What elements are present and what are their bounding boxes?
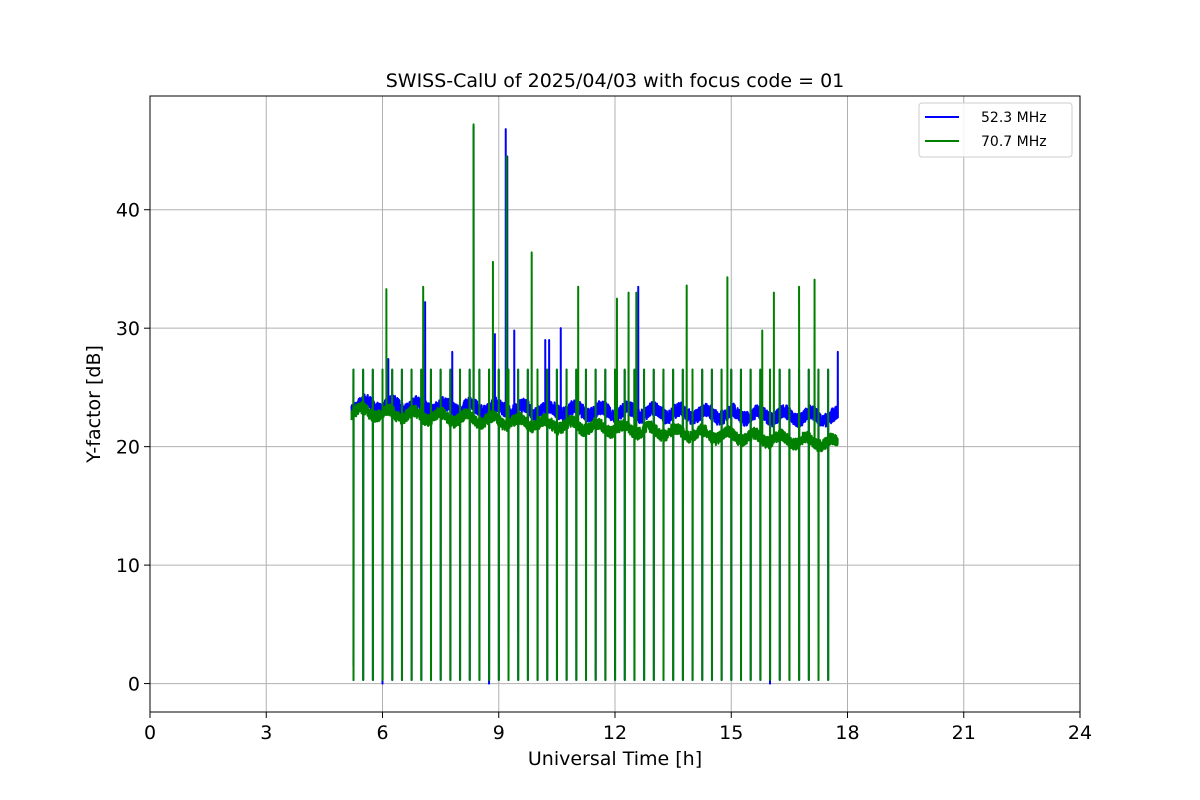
chart-title: SWISS-CalU of 2025/04/03 with focus code… (386, 70, 845, 92)
x-ticks: 0 3 6 9 12 15 18 21 24 (144, 712, 1092, 744)
x-tick-label: 0 (144, 722, 156, 744)
x-tick-label: 3 (260, 722, 272, 744)
y-ticks: 0 10 20 30 40 (116, 200, 150, 696)
y-tick-label: 40 (116, 200, 140, 222)
y-tick-label: 20 (116, 437, 140, 459)
x-tick-label: 6 (376, 722, 388, 744)
y-tick-label: 0 (128, 674, 140, 696)
legend: 52.3 MHz 70.7 MHz (918, 102, 1073, 158)
legend-label: 70.7 MHz (981, 134, 1047, 150)
y-axis-label: Y-factor [dB] (83, 345, 105, 464)
x-tick-label: 18 (835, 722, 859, 744)
x-tick-label: 12 (603, 722, 627, 744)
plot-lines (350, 123, 839, 685)
y-tick-label: 30 (116, 318, 140, 340)
x-tick-label: 15 (719, 722, 743, 744)
x-tick-label: 24 (1068, 722, 1092, 744)
series-line-1 (350, 123, 839, 682)
x-axis-label: Universal Time [h] (528, 748, 702, 770)
x-tick-label: 9 (493, 722, 505, 744)
x-tick-label: 21 (952, 722, 976, 744)
y-tick-label: 10 (116, 555, 140, 577)
legend-label: 52.3 MHz (981, 110, 1047, 126)
